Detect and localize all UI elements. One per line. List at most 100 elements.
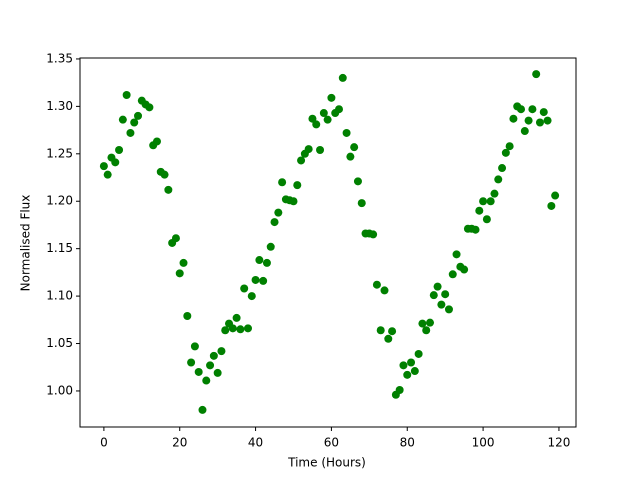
data-point <box>183 312 192 321</box>
data-point <box>501 148 510 157</box>
data-point <box>164 185 173 194</box>
data-point <box>460 265 469 274</box>
data-point <box>293 181 302 190</box>
data-point <box>517 105 526 114</box>
data-point <box>297 156 306 165</box>
data-point <box>403 370 412 379</box>
data-point <box>118 115 127 124</box>
data-point <box>395 386 404 395</box>
data-point <box>209 351 218 360</box>
y-tick-label: 1.30 <box>46 99 73 113</box>
data-point <box>520 127 529 136</box>
data-point <box>99 162 108 171</box>
y-tick-label: 1.20 <box>46 194 73 208</box>
data-point <box>490 189 499 198</box>
data-point <box>262 258 271 267</box>
data-point <box>528 105 537 114</box>
data-point <box>342 128 351 137</box>
data-point <box>179 258 188 267</box>
data-point <box>482 215 491 224</box>
y-tick-label: 1.05 <box>46 336 73 350</box>
data-point <box>243 324 252 333</box>
data-point <box>429 291 438 300</box>
data-point <box>452 250 461 259</box>
data-point <box>160 170 169 179</box>
y-tick-label: 1.00 <box>46 383 73 397</box>
data-point <box>247 292 256 301</box>
data-point <box>543 116 552 125</box>
data-point <box>259 276 268 285</box>
data-point <box>353 177 362 186</box>
data-point <box>274 208 283 217</box>
data-point <box>217 347 226 356</box>
data-point <box>228 324 237 333</box>
data-point <box>316 146 325 155</box>
data-point <box>539 108 548 117</box>
data-point <box>418 319 427 328</box>
data-point <box>486 197 495 206</box>
data-point <box>532 70 541 79</box>
data-point <box>380 286 389 295</box>
data-point <box>152 137 161 146</box>
data-point <box>357 199 366 208</box>
data-point <box>270 218 279 227</box>
y-tick-label: 1.10 <box>46 289 73 303</box>
data-point <box>187 358 196 367</box>
data-point <box>494 175 503 184</box>
data-point <box>111 158 120 167</box>
data-point <box>304 145 313 154</box>
data-point <box>376 326 385 335</box>
x-tick-label: 60 <box>324 436 339 450</box>
x-axis-label: Time (Hours) <box>287 456 366 470</box>
data-point <box>551 191 560 200</box>
data-point <box>115 146 124 155</box>
data-point <box>327 93 336 102</box>
data-point <box>312 120 321 129</box>
data-point <box>410 367 419 376</box>
plot-frame <box>79 57 577 428</box>
data-point <box>251 275 260 284</box>
data-point <box>338 73 347 82</box>
data-point <box>175 269 184 278</box>
data-point <box>308 114 317 123</box>
data-point <box>437 300 446 309</box>
data-point <box>475 206 484 215</box>
y-tick-label: 1.25 <box>46 146 73 160</box>
data-point <box>232 313 241 322</box>
data-point <box>240 284 249 293</box>
data-point <box>319 109 328 118</box>
data-point <box>171 234 180 243</box>
x-tick-label: 120 <box>547 436 570 450</box>
data-point <box>122 90 131 99</box>
data-point <box>372 280 381 289</box>
data-point <box>535 118 544 127</box>
data-point <box>444 305 453 314</box>
data-point <box>221 326 230 335</box>
y-tick-label: 1.15 <box>46 241 73 255</box>
data-point <box>448 270 457 279</box>
data-point <box>471 225 480 234</box>
data-point <box>103 170 112 179</box>
y-tick-label: 1.35 <box>46 51 73 65</box>
data-point <box>145 103 154 112</box>
data-point <box>266 242 275 251</box>
data-point <box>441 290 450 299</box>
x-tick-label: 0 <box>100 436 108 450</box>
data-point <box>414 349 423 358</box>
data-point <box>289 197 298 206</box>
data-point <box>346 152 355 161</box>
data-point <box>255 256 264 265</box>
data-point <box>194 367 203 376</box>
data-point <box>547 201 556 210</box>
x-tick-label: 20 <box>172 436 187 450</box>
data-point <box>479 197 488 206</box>
data-point <box>524 116 533 125</box>
data-point <box>202 376 211 385</box>
data-point <box>433 282 442 291</box>
data-point <box>334 105 343 114</box>
x-tick-label: 80 <box>400 436 415 450</box>
data-point <box>198 405 207 414</box>
data-point <box>384 334 393 343</box>
data-point <box>422 326 431 335</box>
data-point <box>130 118 139 127</box>
